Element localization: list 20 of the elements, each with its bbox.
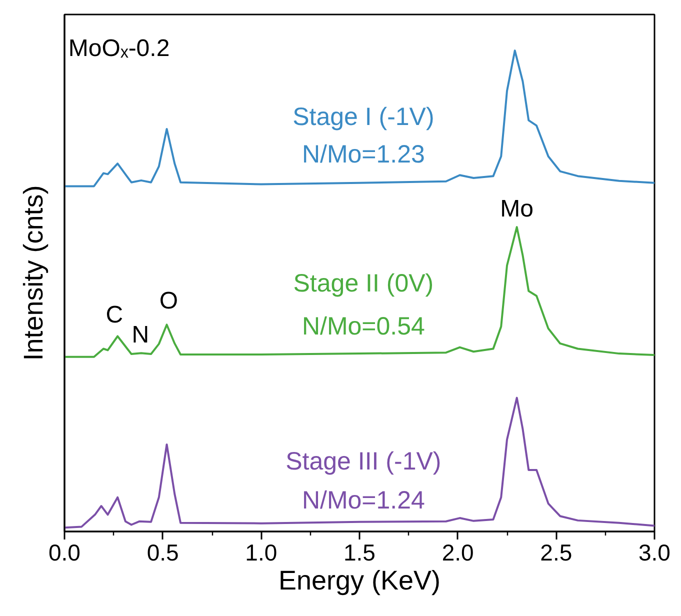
- x-tick-label: 2.0: [442, 540, 474, 566]
- annotation: Mo: [500, 195, 534, 222]
- annotation: C: [106, 302, 124, 329]
- annotation: N/Mo=1.24: [302, 486, 426, 515]
- y-axis-title: Intensity (cnts): [18, 185, 48, 361]
- x-tick-label: 3.0: [638, 540, 670, 566]
- annotation: MoOₓ-0.2: [68, 35, 170, 62]
- x-tick-label: 1.0: [245, 540, 278, 566]
- text: Stage I (-1V): [292, 102, 434, 131]
- x-tick-label: 0.5: [146, 540, 179, 566]
- annotation: N/Mo=1.23: [302, 140, 425, 168]
- x-tick-label: 1.5: [344, 540, 376, 566]
- annotation: N/Mo=0.54: [302, 312, 426, 341]
- annotation: N: [132, 321, 150, 348]
- x-tick-label: 2.5: [540, 540, 572, 566]
- text: Stage II (0V): [293, 269, 434, 298]
- series-label: Stage III (-1V): [286, 447, 442, 476]
- x-tick-label: 0.0: [48, 540, 80, 566]
- annotation: O: [159, 288, 178, 315]
- x-axis-title: Energy (KeV): [278, 566, 441, 596]
